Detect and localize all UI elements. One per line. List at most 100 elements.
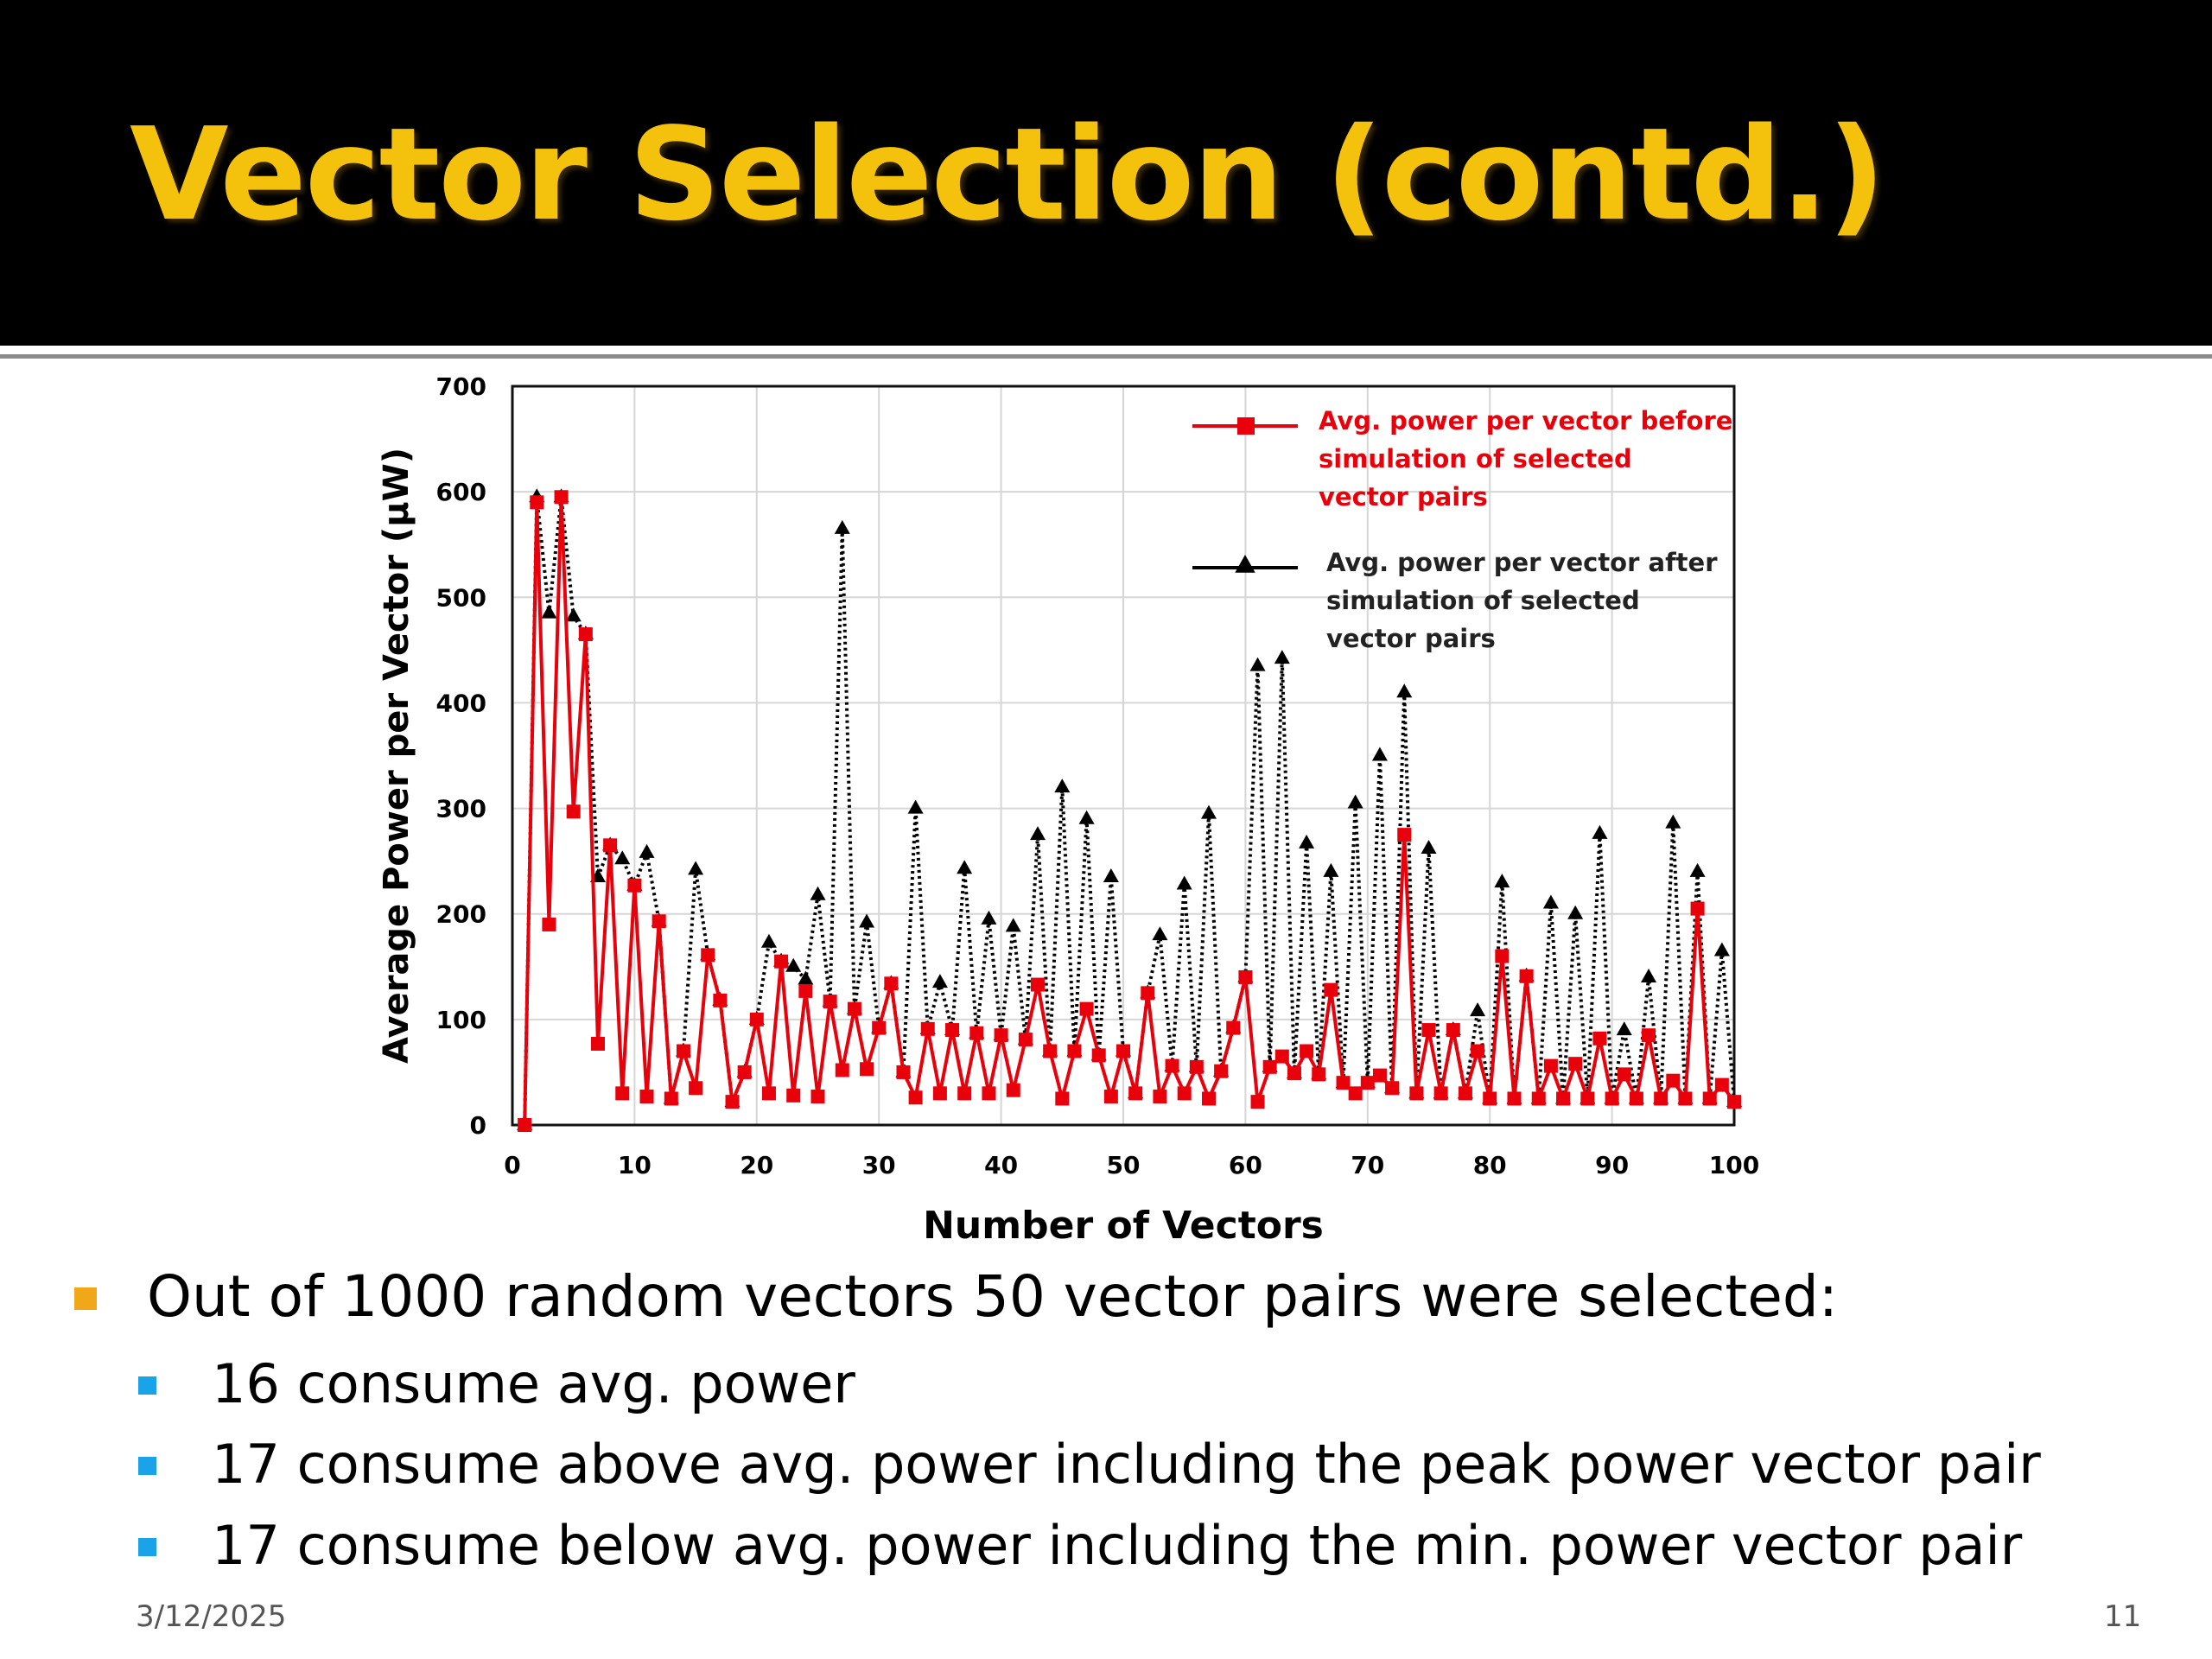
data-point-before	[725, 1095, 740, 1109]
data-point-after	[1470, 1002, 1486, 1017]
data-point-after	[1371, 747, 1388, 761]
data-point-after	[1200, 804, 1217, 819]
legend-label: Avg. power per vector after simulation of…	[1326, 548, 1718, 653]
legend-label-line: Avg. power per vector after	[1326, 548, 1718, 577]
data-point-after	[1713, 942, 1730, 957]
data-point-after	[541, 604, 557, 619]
data-point-after	[810, 886, 826, 900]
data-point-before	[872, 1020, 887, 1035]
series-line	[523, 497, 1736, 1126]
x-tick-label: 50	[1107, 1151, 1141, 1179]
data-point-after	[1665, 814, 1681, 829]
data-point-after	[957, 860, 973, 874]
data-point-before	[1421, 1023, 1436, 1038]
x-tick-label: 30	[862, 1151, 896, 1179]
chart-tick-labels: 0 10 20 30 40 50 60 70 80 90 100 0 100 200 300 400 500 60…	[436, 372, 1760, 1179]
data-point-before	[1483, 1091, 1497, 1106]
data-point-before	[1262, 1059, 1277, 1074]
data-point-before	[1372, 1068, 1387, 1083]
data-point-before	[1690, 901, 1705, 916]
data-point-after	[1641, 969, 1657, 982]
sub-bullet-1: 16 consume avg. power	[212, 1352, 855, 1415]
sub-bullet-3: 17 consume below avg. power including th…	[212, 1514, 2023, 1577]
data-point-before	[1678, 1091, 1693, 1106]
data-point-before	[1714, 1077, 1729, 1092]
data-point-before	[1654, 1091, 1669, 1106]
data-point-after	[1299, 834, 1315, 849]
data-point-before	[1312, 1067, 1326, 1082]
data-point-before	[1128, 1086, 1143, 1101]
data-point-before	[1666, 1073, 1681, 1088]
slide-title: Vector Selection (contd.)	[130, 100, 1885, 249]
data-point-before	[1397, 828, 1412, 842]
data-point-before	[835, 1063, 849, 1077]
y-tick-label: 500	[436, 583, 486, 612]
data-point-before	[1360, 1076, 1375, 1090]
data-point-before	[1006, 1083, 1020, 1097]
data-point-after	[614, 850, 631, 865]
legend-label-line: simulation of selected	[1319, 444, 1632, 474]
data-point-before	[664, 1091, 678, 1106]
data-point-before	[1592, 1031, 1607, 1046]
data-point-before	[615, 1086, 630, 1101]
data-point-before	[786, 1088, 801, 1103]
data-point-after	[688, 861, 704, 875]
data-point-before	[1727, 1095, 1741, 1109]
data-point-after	[1103, 868, 1119, 882]
data-point-after	[1347, 794, 1363, 809]
data-point-before	[590, 1036, 605, 1051]
data-point-before	[1556, 1091, 1571, 1106]
legend-label-line: vector pairs	[1326, 624, 1496, 653]
data-point-before	[1153, 1090, 1167, 1104]
data-point-before	[945, 1023, 960, 1038]
data-point-after	[1249, 657, 1266, 671]
data-point-before	[578, 627, 593, 642]
data-point-before	[798, 983, 813, 998]
data-point-after	[1421, 839, 1437, 854]
y-tick-label: 600	[436, 478, 486, 506]
chart-grid	[512, 385, 1735, 1126]
data-point-before	[860, 1062, 874, 1077]
data-point-before	[701, 948, 715, 963]
data-point-before	[1214, 1064, 1229, 1078]
data-point-after	[798, 970, 814, 985]
data-point-before	[689, 1081, 703, 1096]
data-point-before	[1238, 970, 1253, 984]
data-point-before	[1091, 1048, 1106, 1063]
data-point-before	[1189, 1059, 1204, 1074]
data-point-before	[823, 995, 837, 1009]
data-point-after	[639, 843, 655, 858]
data-point-before	[1141, 986, 1155, 1001]
x-tick-label: 40	[984, 1151, 1018, 1179]
x-tick-label: 10	[618, 1151, 652, 1179]
data-point-before	[761, 1086, 776, 1101]
data-point-after	[1592, 824, 1608, 839]
data-point-after	[785, 957, 802, 972]
data-point-before	[1018, 1033, 1033, 1047]
data-point-after	[1274, 650, 1290, 664]
data-point-before	[676, 1044, 690, 1058]
y-tick-label: 200	[436, 900, 486, 929]
footer-date: 3/12/2025	[136, 1599, 287, 1634]
x-tick-label: 20	[740, 1151, 773, 1179]
data-point-before	[982, 1086, 996, 1101]
data-point-after	[907, 799, 924, 814]
data-point-before	[1201, 1091, 1216, 1106]
data-point-before	[566, 804, 581, 819]
x-tick-label: 90	[1595, 1151, 1629, 1179]
data-point-before	[1543, 1058, 1558, 1073]
data-point-before	[1580, 1091, 1595, 1106]
data-point-before	[518, 1118, 532, 1132]
data-point-before	[847, 1001, 861, 1016]
data-point-before	[1471, 1044, 1485, 1058]
data-point-before	[884, 976, 899, 991]
data-point-before	[1495, 949, 1510, 963]
sub-bullet-marker	[138, 1376, 156, 1395]
page-number: 11	[2104, 1599, 2142, 1634]
data-point-before	[1617, 1067, 1631, 1082]
data-point-before	[969, 1026, 984, 1040]
data-point-before	[713, 993, 728, 1007]
data-point-before	[1226, 1020, 1241, 1035]
x-axis-label: Number of Vectors	[923, 1204, 1324, 1248]
